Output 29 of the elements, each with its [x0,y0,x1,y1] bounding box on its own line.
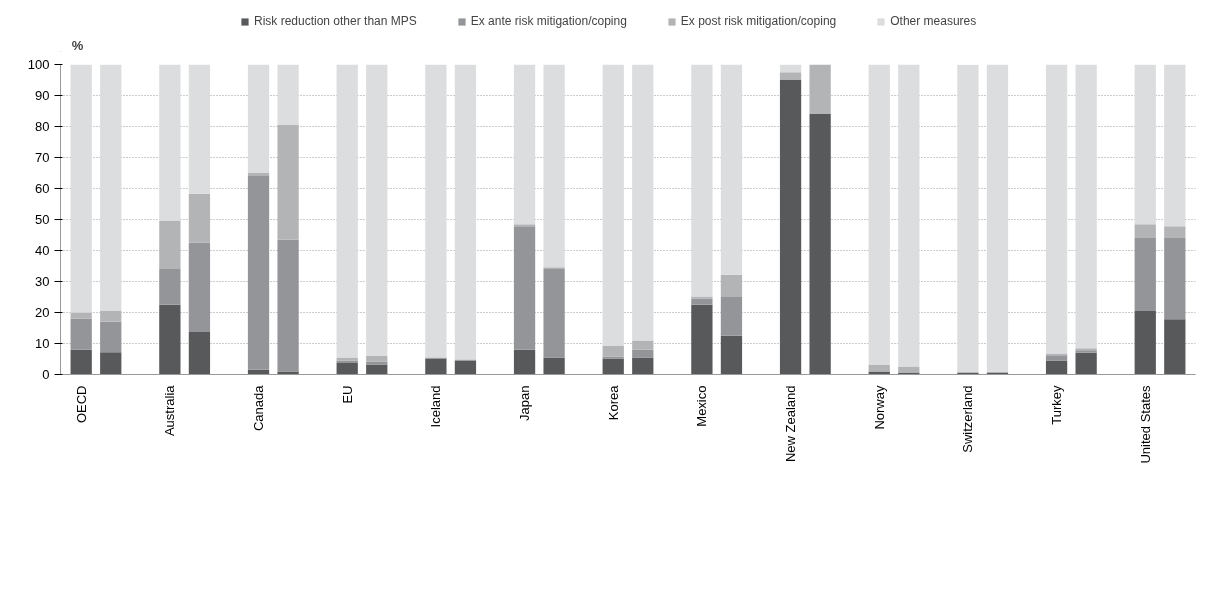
y-tick-label: 80 [35,119,50,134]
y-tick-label: 90 [35,88,50,103]
x-tick-label: Turkey [1049,385,1065,425]
x-tick-label: Mexico [694,385,710,427]
legend-label: Ex post risk mitigation/coping [680,14,837,28]
x-tick-label: Canada [251,384,267,432]
x-tick-label: Iceland [428,385,444,428]
y-tick-label: 70 [35,150,50,165]
legend-label: Ex ante risk mitigation/coping [470,14,627,28]
y-axis-title: % [71,37,84,53]
x-tick-label: Australia [162,384,178,437]
x-tick-label: United States [1137,385,1153,464]
y-tick-label: 10 [35,336,50,351]
y-tick-label: 40 [35,243,50,258]
x-tick-label: EU [339,385,355,404]
y-tick-label: 0 [42,367,50,382]
y-tick-label: 60 [35,181,50,196]
legend-label: Other measures [890,14,977,28]
x-tick-label: Japan [517,385,533,421]
y-tick-label: 20 [35,305,50,320]
x-tick-label: Norway [871,385,887,430]
x-tick-label: OECD [73,385,89,424]
x-tick-label: New Zealand [783,385,799,463]
legend-label: Risk reduction other than MPS [254,14,417,28]
y-tick-label: 100 [27,57,50,72]
y-tick-label: 30 [35,274,50,289]
x-tick-label: Korea [605,384,621,421]
x-tick-label: Switzerland [960,385,976,453]
y-tick-label: 50 [35,212,50,227]
